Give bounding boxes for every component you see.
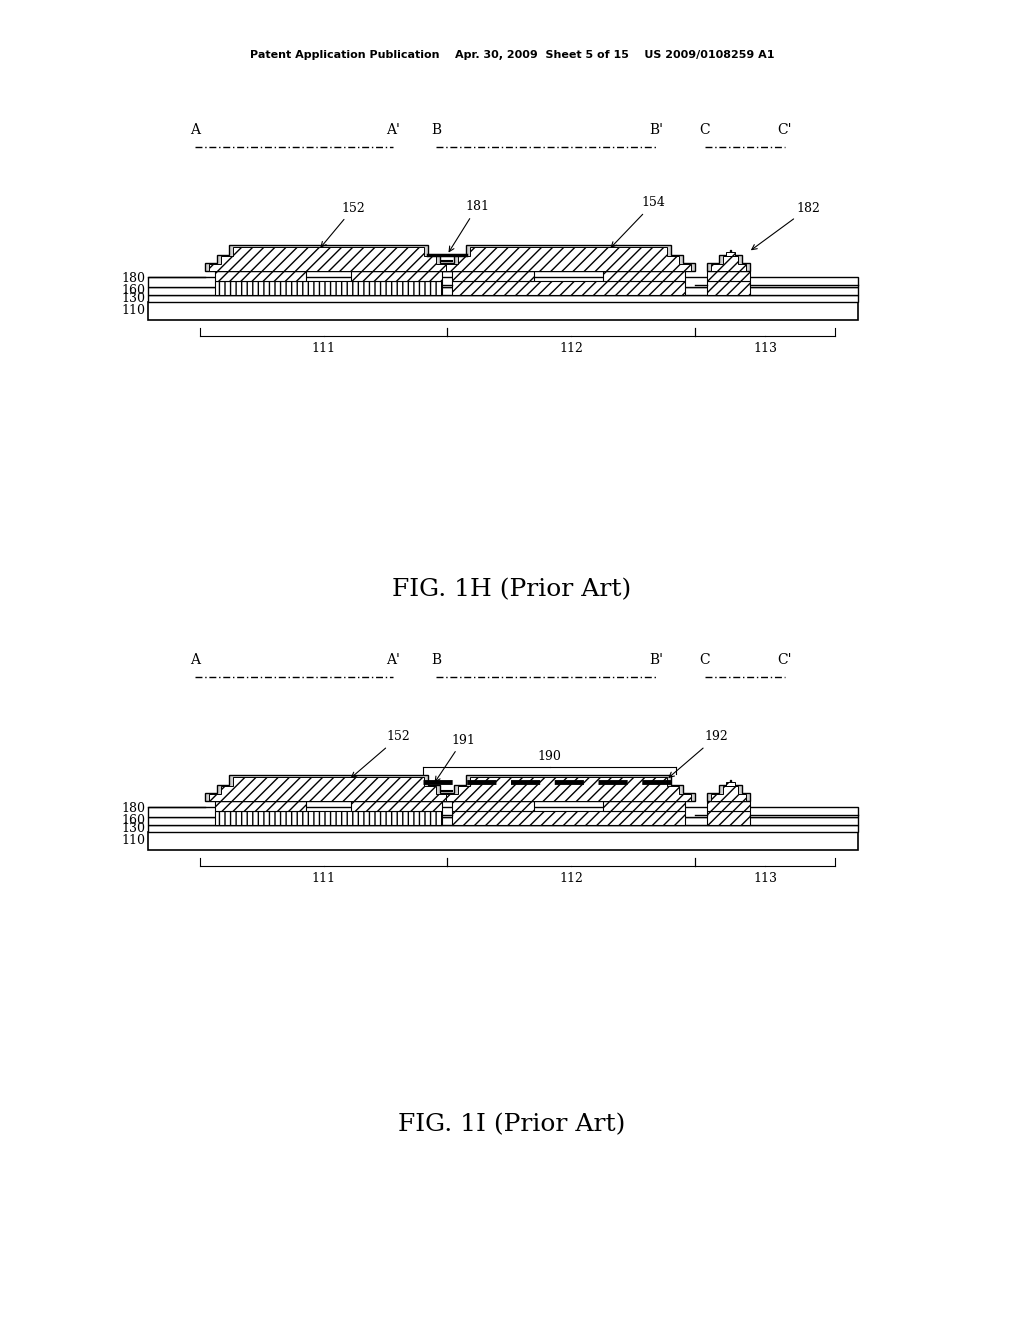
Polygon shape (148, 277, 858, 286)
Polygon shape (711, 252, 746, 271)
Polygon shape (707, 810, 750, 825)
Text: 191: 191 (435, 734, 475, 781)
Text: B': B' (649, 653, 663, 667)
Text: FIG. 1H (Prior Art): FIG. 1H (Prior Art) (392, 578, 632, 602)
Polygon shape (452, 271, 534, 281)
Polygon shape (215, 810, 442, 825)
Polygon shape (707, 801, 750, 810)
Polygon shape (442, 775, 695, 801)
Text: 192: 192 (669, 730, 728, 777)
Text: FIG. 1I (Prior Art): FIG. 1I (Prior Art) (398, 1114, 626, 1137)
Text: 180: 180 (121, 272, 145, 285)
Polygon shape (209, 247, 449, 271)
Polygon shape (707, 780, 750, 801)
Polygon shape (603, 801, 685, 810)
Polygon shape (452, 810, 685, 825)
Polygon shape (446, 247, 691, 271)
Text: 110: 110 (121, 305, 145, 318)
Text: C: C (699, 123, 711, 137)
Polygon shape (148, 294, 858, 302)
Text: B': B' (649, 123, 663, 137)
Text: 152: 152 (351, 730, 411, 777)
Polygon shape (707, 249, 750, 271)
Text: 130: 130 (121, 822, 145, 836)
Polygon shape (452, 801, 534, 810)
Polygon shape (205, 246, 452, 271)
Text: A: A (190, 653, 200, 667)
Text: 182: 182 (752, 202, 820, 249)
Text: 113: 113 (753, 342, 777, 355)
Polygon shape (603, 271, 685, 281)
Text: 160: 160 (121, 285, 145, 297)
Polygon shape (452, 281, 685, 294)
Text: 181: 181 (450, 201, 489, 252)
Text: 152: 152 (322, 202, 366, 247)
Polygon shape (215, 801, 306, 810)
Text: C: C (699, 653, 711, 667)
Text: C': C' (778, 653, 793, 667)
Text: 130: 130 (121, 292, 145, 305)
Text: C': C' (778, 123, 793, 137)
Polygon shape (711, 781, 746, 801)
Polygon shape (707, 281, 750, 294)
Text: B: B (431, 123, 441, 137)
Text: B: B (431, 653, 441, 667)
Polygon shape (707, 271, 750, 281)
Text: A: A (190, 123, 200, 137)
Polygon shape (215, 281, 442, 294)
Text: A': A' (386, 653, 400, 667)
Polygon shape (351, 801, 442, 810)
Text: 112: 112 (559, 871, 583, 884)
Polygon shape (351, 271, 442, 281)
Text: 180: 180 (121, 803, 145, 816)
Polygon shape (148, 286, 858, 294)
Polygon shape (148, 825, 858, 832)
Polygon shape (148, 817, 858, 825)
Text: 113: 113 (753, 871, 777, 884)
Text: 110: 110 (121, 834, 145, 847)
Text: 111: 111 (311, 342, 336, 355)
Polygon shape (205, 775, 452, 801)
Polygon shape (148, 302, 858, 319)
Text: A': A' (386, 123, 400, 137)
Text: 111: 111 (311, 871, 336, 884)
Polygon shape (442, 246, 695, 271)
Text: Patent Application Publication    Apr. 30, 2009  Sheet 5 of 15    US 2009/010825: Patent Application Publication Apr. 30, … (250, 50, 774, 59)
Polygon shape (446, 777, 691, 801)
Polygon shape (215, 271, 306, 281)
Text: 112: 112 (559, 342, 583, 355)
Text: 154: 154 (611, 197, 666, 247)
Polygon shape (148, 807, 858, 817)
Polygon shape (148, 832, 858, 850)
Text: 190: 190 (538, 751, 561, 763)
Text: 160: 160 (121, 814, 145, 828)
Polygon shape (209, 777, 449, 801)
